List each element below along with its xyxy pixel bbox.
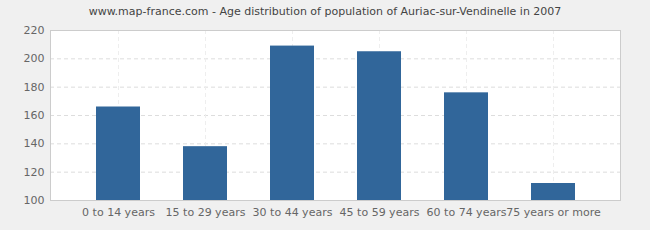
svg-text:0 to 14 years: 0 to 14 years: [82, 206, 155, 219]
svg-text:45 to 59 years: 45 to 59 years: [340, 206, 420, 219]
svg-text:200: 200: [24, 52, 45, 65]
svg-text:100: 100: [24, 194, 45, 207]
html-text:www.map-france.com - Age distr: www.map-france.com - Age distribution of…: [88, 5, 562, 18]
svg-text:160: 160: [24, 109, 45, 122]
svg-text:15 to 29 years: 15 to 29 years: [166, 206, 246, 219]
svg-text:60 to 74 years: 60 to 74 years: [427, 206, 507, 219]
svg-text:120: 120: [24, 166, 45, 179]
svg-text:30 to 44 years: 30 to 44 years: [253, 206, 333, 219]
svg-text:140: 140: [24, 137, 45, 150]
svg-text:180: 180: [24, 81, 45, 94]
svg-text:75 years or more: 75 years or more: [506, 206, 601, 219]
svg-text:220: 220: [24, 24, 45, 37]
